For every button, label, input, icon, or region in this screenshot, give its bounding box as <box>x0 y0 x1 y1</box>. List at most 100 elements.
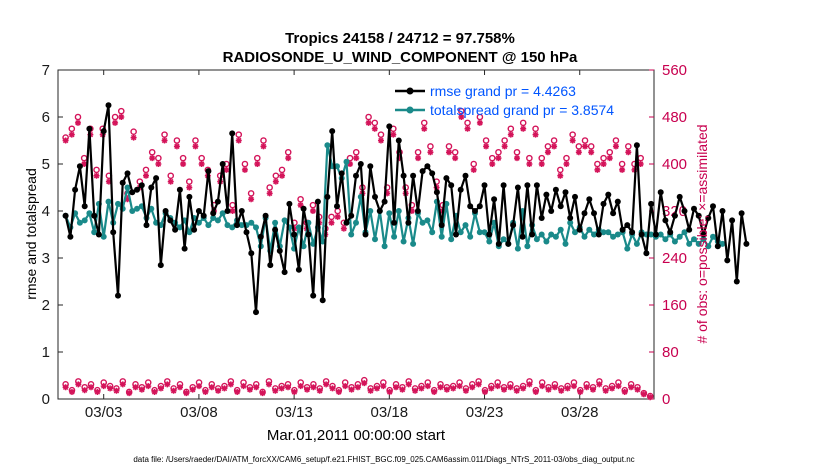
rmse-point <box>429 170 436 177</box>
obs-assimilated-point <box>513 387 520 394</box>
rmse-point <box>257 233 264 240</box>
obs-assimilated-point <box>495 155 502 162</box>
obs-assimilated-point <box>157 385 164 392</box>
obs-assimilated-point <box>151 388 158 395</box>
obs-possible-point <box>550 137 558 144</box>
obs-assimilated-point <box>68 388 75 395</box>
obs-possible-point <box>192 137 199 144</box>
totalspread-point <box>81 217 88 224</box>
rmse-point <box>629 229 636 236</box>
obs-assimilated-point <box>415 155 422 162</box>
rmse-point <box>76 163 83 170</box>
rmse-point <box>172 226 179 233</box>
totalspread-point <box>100 233 107 240</box>
rmse-point <box>514 184 521 191</box>
y-left-tick-label: 7 <box>42 62 50 79</box>
rmse-point <box>705 215 712 221</box>
rmse-point <box>95 231 102 238</box>
obs-assimilated-point <box>464 125 471 132</box>
rmse-point <box>295 266 302 273</box>
y-left-tick-label: 6 <box>42 109 50 126</box>
obs-assimilated-point <box>279 172 286 179</box>
totalspread-point <box>648 231 655 238</box>
obs-assimilated-point <box>316 387 323 394</box>
totalspread-point <box>624 245 631 252</box>
y-left-tick-label: 2 <box>42 297 50 314</box>
obs-assimilated-point <box>399 386 406 393</box>
rmse-point <box>67 233 74 240</box>
totalspread-point <box>281 217 288 224</box>
y-left-tick-label: 4 <box>42 203 50 220</box>
rmse-point <box>695 212 702 219</box>
obs-possible-point <box>235 131 243 138</box>
rmse-point <box>224 208 231 214</box>
rmse-point <box>238 208 245 214</box>
obs-possible-point <box>371 119 379 127</box>
rmse-point <box>619 226 626 233</box>
rmse-point <box>181 245 188 252</box>
obs-possible-point <box>513 148 521 156</box>
obs-assimilated-point <box>285 155 292 162</box>
x-ticks: 03/03 03/08 03/13 03/18 03/23 03/28 <box>85 70 599 421</box>
x-tick-label: 03/23 <box>466 404 504 421</box>
rmse-line <box>64 104 748 314</box>
obs-assimilated-point <box>155 161 162 167</box>
y-right-tick-label: 80 <box>662 344 679 361</box>
obs-assimilated-point <box>328 219 335 226</box>
obs-assimilated-point <box>380 383 387 390</box>
obs-assimilated-point <box>501 143 508 150</box>
rmse-point <box>214 198 221 205</box>
rmse-point <box>676 193 683 200</box>
rmse-point <box>667 229 674 236</box>
totalspread-point <box>586 226 593 233</box>
rmse-point <box>105 102 112 109</box>
obs-assimilated-point <box>458 114 465 120</box>
obs-possible-point <box>532 125 539 133</box>
totalspread-point <box>686 240 693 247</box>
obs-assimilated-point <box>347 161 354 167</box>
legend-spread-label: totalspread grand pr = 3.8574 <box>430 102 614 118</box>
obs-possible-point <box>167 172 175 180</box>
obs-possible-point <box>618 160 626 168</box>
rmse-point <box>548 208 555 214</box>
obs-possible-point <box>365 113 372 121</box>
rmse-point <box>281 269 288 276</box>
obs-assimilated-point <box>329 385 336 392</box>
totalspread-point <box>705 243 712 250</box>
obs-possible-point <box>297 195 304 203</box>
rmse-point <box>86 125 93 132</box>
rmse-point <box>519 233 526 240</box>
totalspread-point <box>134 205 140 212</box>
obs-possible-point <box>569 131 576 138</box>
obs-assimilated-point <box>582 143 589 150</box>
totalspread-point <box>429 229 436 236</box>
totalspread-point <box>681 229 688 236</box>
obs-assimilated-point <box>74 119 81 126</box>
y-left-ticks: 0 1 2 3 4 5 6 7 <box>42 62 63 408</box>
obs-assimilated-point <box>612 143 619 150</box>
totalspread-point <box>238 222 245 229</box>
obs-possible-point <box>482 137 490 144</box>
obs-possible-point <box>328 213 335 221</box>
rmse-point <box>710 203 716 210</box>
obs-assimilated-point <box>81 387 88 394</box>
obs-assimilated-point <box>361 380 368 387</box>
y-left-tick-label: 5 <box>42 156 50 173</box>
rmse-point <box>552 186 559 193</box>
totalspread-point <box>657 231 664 238</box>
obs-assimilated-point <box>489 161 496 167</box>
rmse-point <box>219 161 226 167</box>
obs-assimilated-point <box>75 381 82 388</box>
obs-assimilated-point <box>590 386 597 393</box>
obs-assimilated-point <box>309 208 316 214</box>
obs-assimilated-point <box>520 385 527 392</box>
rmse-point <box>229 130 236 137</box>
obs-assimilated-point <box>173 143 180 150</box>
obs-possible-point <box>464 119 471 127</box>
totalspread-point <box>562 240 569 247</box>
obs-assimilated-point <box>259 390 266 397</box>
rmse-point <box>334 203 340 210</box>
totalspread-point <box>695 240 702 247</box>
legend-rmse-marker <box>406 87 414 95</box>
